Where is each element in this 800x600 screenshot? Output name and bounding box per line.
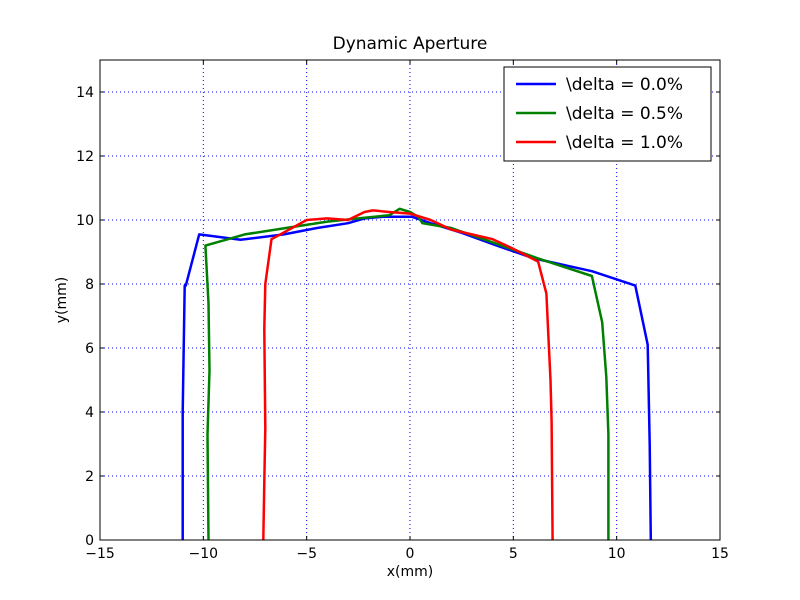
x-tick-label: 15 xyxy=(711,546,729,562)
series-line-2 xyxy=(262,209,554,541)
y-tick-label: 2 xyxy=(85,469,94,485)
legend-label-0: \delta = 0.0% xyxy=(566,75,683,95)
y-tick-label: 6 xyxy=(85,341,94,357)
x-tick-label: −5 xyxy=(296,546,317,562)
series-line-0 xyxy=(181,215,653,541)
x-tick-label: 10 xyxy=(608,546,626,562)
y-tick-label: 4 xyxy=(85,405,94,421)
legend: \delta = 0.0% \delta = 0.5% \delta = 1.0% xyxy=(503,66,712,162)
series-line-1 xyxy=(204,207,610,541)
x-tick-label: 0 xyxy=(406,546,415,562)
y-tick-label: 10 xyxy=(76,213,94,229)
legend-label-1: \delta = 0.5% xyxy=(566,104,683,124)
y-tick-label: 14 xyxy=(76,85,94,101)
y-axis-label: y(mm) xyxy=(54,277,70,323)
chart-title: Dynamic Aperture xyxy=(333,34,488,54)
x-axis-label: x(mm) xyxy=(387,564,433,580)
y-tick-label: 8 xyxy=(85,277,94,293)
x-tick-label: 5 xyxy=(509,546,518,562)
legend-label-2: \delta = 1.0% xyxy=(566,133,683,153)
axis-ticks: −15 −10 −5 0 5 10 15 0 2 4 6 8 10 12 14 xyxy=(76,60,729,562)
y-tick-label: 0 xyxy=(85,533,94,549)
plot-frame xyxy=(99,59,721,541)
x-tick-label: −15 xyxy=(85,546,115,562)
series-layer xyxy=(181,207,653,541)
x-tick-label: −10 xyxy=(189,546,219,562)
y-tick-label: 12 xyxy=(76,149,94,165)
